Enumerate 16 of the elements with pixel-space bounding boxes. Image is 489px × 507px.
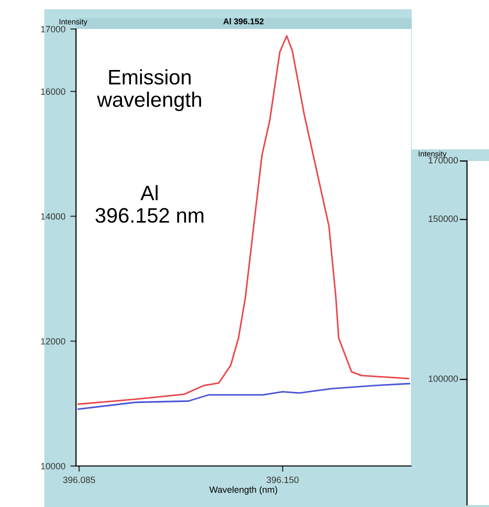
text: 150000 (428, 216, 458, 222)
line-series (77, 35, 410, 405)
annotation: Al 396.152 nm (95, 185, 204, 223)
x-axis-title: Wavelength (nm) (209, 486, 278, 495)
text: 170000 (428, 157, 458, 164)
line-series (77, 382, 410, 410)
x-tick-label: 396.150 (266, 476, 299, 484)
y-tick-label: 14000 (41, 213, 66, 220)
text: 100000 (428, 375, 458, 382)
x-tick-label: 396.085 (63, 476, 96, 484)
annotation: Emission wavelength (96, 69, 202, 112)
chart-title: Al 396.152 (223, 18, 264, 24)
y-tick-label: 10000 (41, 462, 66, 470)
y-tick-label: 16000 (41, 88, 66, 95)
y-tick-label: 17000 (41, 26, 66, 32)
y-tick-label: 12000 (41, 338, 66, 345)
